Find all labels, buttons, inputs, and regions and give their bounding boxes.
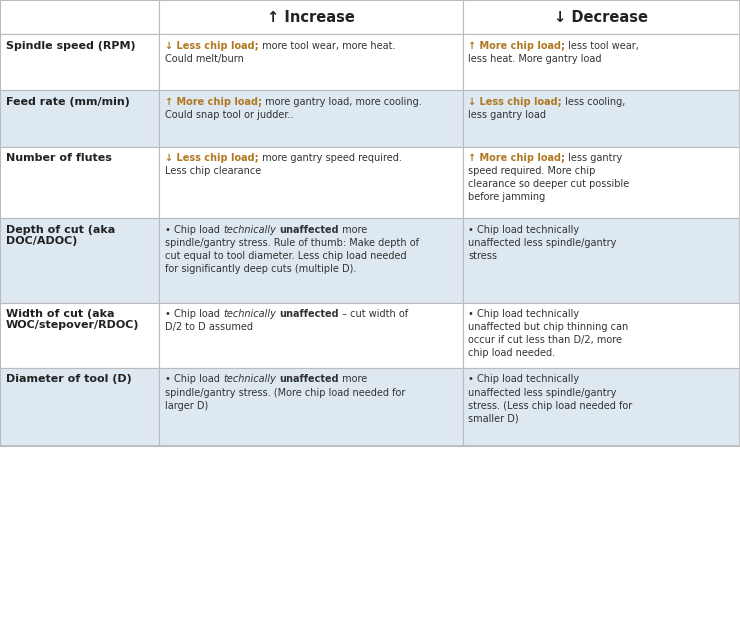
Bar xyxy=(462,147,740,218)
Text: less cooling,: less cooling, xyxy=(562,97,625,107)
Text: ↑ More chip load;: ↑ More chip load; xyxy=(165,97,262,107)
Text: Width of cut (aka
WOC/stepover/RDOC): Width of cut (aka WOC/stepover/RDOC) xyxy=(6,309,139,331)
Bar xyxy=(159,147,462,218)
Text: more gantry load, more cooling.: more gantry load, more cooling. xyxy=(262,97,422,107)
Text: • Chip load: • Chip load xyxy=(165,309,223,319)
Bar xyxy=(0,218,159,303)
Text: speed required. More chip: speed required. More chip xyxy=(468,166,596,176)
Text: • Chip load technically: • Chip load technically xyxy=(468,225,579,235)
Text: before jamming: before jamming xyxy=(468,192,545,202)
Text: Less chip clearance: Less chip clearance xyxy=(165,166,261,176)
Text: unaffected but chip thinning can: unaffected but chip thinning can xyxy=(468,322,629,332)
Text: unaffected: unaffected xyxy=(279,309,339,319)
Bar xyxy=(159,90,462,147)
Text: unaffected: unaffected xyxy=(279,225,339,235)
Text: • Chip load: • Chip load xyxy=(165,225,223,235)
Text: more: more xyxy=(339,225,367,235)
Text: ↑ More chip load;: ↑ More chip load; xyxy=(468,41,565,51)
Text: Feed rate (mm/min): Feed rate (mm/min) xyxy=(6,97,129,107)
Text: unaffected: unaffected xyxy=(279,374,339,384)
Text: Number of flutes: Number of flutes xyxy=(6,153,112,163)
Text: technically: technically xyxy=(223,374,276,384)
Bar xyxy=(159,368,462,446)
Text: ↓ Decrease: ↓ Decrease xyxy=(554,9,648,25)
Text: ↓ Less chip load;: ↓ Less chip load; xyxy=(165,153,259,163)
Text: stress: stress xyxy=(468,251,497,261)
Text: ↑ Increase: ↑ Increase xyxy=(267,9,354,25)
Bar xyxy=(462,90,740,147)
Text: stress. (Less chip load needed for: stress. (Less chip load needed for xyxy=(468,401,633,411)
Bar xyxy=(0,303,159,368)
Text: less gantry: less gantry xyxy=(565,153,622,163)
Text: ↑ More chip load;: ↑ More chip load; xyxy=(468,153,565,163)
Text: chip load needed.: chip load needed. xyxy=(468,348,556,358)
Bar xyxy=(0,0,740,446)
Text: more tool wear, more heat.: more tool wear, more heat. xyxy=(259,41,395,51)
Text: spindle/gantry stress. Rule of thumb: Make depth of: spindle/gantry stress. Rule of thumb: Ma… xyxy=(165,238,419,248)
Text: unaffected less spindle/gantry: unaffected less spindle/gantry xyxy=(468,238,617,248)
Text: unaffected less spindle/gantry: unaffected less spindle/gantry xyxy=(468,388,617,397)
Text: Depth of cut (aka
DOC/ADOC): Depth of cut (aka DOC/ADOC) xyxy=(6,225,115,246)
Text: ↓ Less chip load;: ↓ Less chip load; xyxy=(468,97,562,107)
Bar xyxy=(0,0,159,34)
Text: cut equal to tool diameter. Less chip load needed: cut equal to tool diameter. Less chip lo… xyxy=(165,251,407,261)
Text: Could melt/burn: Could melt/burn xyxy=(165,54,244,64)
Bar xyxy=(462,368,740,446)
Text: less tool wear,: less tool wear, xyxy=(565,41,639,51)
Bar xyxy=(462,34,740,90)
Bar xyxy=(0,147,159,218)
Bar xyxy=(159,0,462,34)
Text: technically: technically xyxy=(223,225,276,235)
Text: • Chip load: • Chip load xyxy=(165,374,223,384)
Bar xyxy=(462,303,740,368)
Bar xyxy=(159,34,462,90)
Text: Diameter of tool (D): Diameter of tool (D) xyxy=(6,374,132,384)
Text: smaller D): smaller D) xyxy=(468,414,519,424)
Text: • Chip load technically: • Chip load technically xyxy=(468,374,579,384)
Bar xyxy=(0,368,159,446)
Text: occur if cut less than D/2, more: occur if cut less than D/2, more xyxy=(468,335,622,345)
Text: • Chip load technically: • Chip load technically xyxy=(468,309,579,319)
Text: for significantly deep cuts (multiple D).: for significantly deep cuts (multiple D)… xyxy=(165,264,357,274)
Bar xyxy=(0,34,159,90)
Text: Could snap tool or judder..: Could snap tool or judder.. xyxy=(165,110,294,120)
Bar xyxy=(159,218,462,303)
Text: D/2 to D assumed: D/2 to D assumed xyxy=(165,322,253,332)
Text: larger D): larger D) xyxy=(165,401,208,411)
Text: ↓ Less chip load;: ↓ Less chip load; xyxy=(165,41,259,51)
Bar xyxy=(159,303,462,368)
Bar xyxy=(0,90,159,147)
Text: less heat. More gantry load: less heat. More gantry load xyxy=(468,54,602,64)
Text: spindle/gantry stress. (More chip load needed for: spindle/gantry stress. (More chip load n… xyxy=(165,388,406,397)
Text: less gantry load: less gantry load xyxy=(468,110,546,120)
Bar xyxy=(462,0,740,34)
Bar xyxy=(462,218,740,303)
Text: clearance so deeper cut possible: clearance so deeper cut possible xyxy=(468,179,630,189)
Text: more: more xyxy=(339,374,367,384)
Text: Spindle speed (RPM): Spindle speed (RPM) xyxy=(6,41,135,51)
Text: technically: technically xyxy=(223,309,276,319)
Text: – cut width of: – cut width of xyxy=(339,309,408,319)
Text: more gantry speed required.: more gantry speed required. xyxy=(259,153,402,163)
